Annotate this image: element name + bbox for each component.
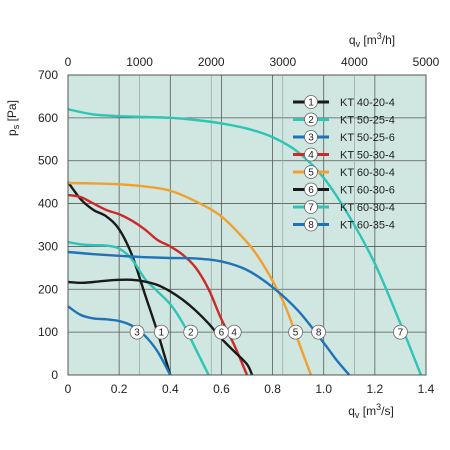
curve-series-3 — [67, 305, 172, 376]
legend-marker-1 — [304, 95, 318, 109]
top-axis-title: qv [m3/h] — [349, 31, 395, 49]
bottom-tick-label: 1.0 — [315, 382, 332, 396]
curve-marker-label: 4 — [231, 328, 237, 339]
curve-marker-label: 6 — [219, 328, 225, 339]
top-tick-label: 5000 — [413, 55, 440, 69]
legend-marker-label: 3 — [308, 133, 314, 144]
curve-marker-2 — [183, 324, 199, 340]
top-tick-label: 2000 — [198, 55, 225, 69]
legend-entry-6: KT 60-30-6 — [340, 185, 395, 197]
curve-marker-6 — [214, 324, 229, 340]
legend-marker-2 — [304, 112, 318, 127]
left-tick-label: 100 — [38, 325, 58, 339]
curve-series-6 — [67, 278, 254, 376]
bottom-tick-label: 0.8 — [264, 382, 281, 396]
curve-marker-label: 7 — [398, 328, 404, 339]
left-axis-title: ps [Pa] — [5, 100, 21, 136]
curves — [67, 108, 423, 376]
legend-marker-label: 5 — [308, 168, 314, 179]
legend-entry-5: KT 60-30-4 — [340, 167, 395, 179]
legend-marker-label: 7 — [308, 203, 314, 214]
curve-marker-7 — [393, 324, 408, 340]
curve-marker-label: 1 — [159, 328, 165, 339]
legend-marker-4 — [304, 147, 318, 162]
bottom-tick-label: 1.2 — [367, 382, 384, 396]
left-tick-label: 200 — [38, 282, 58, 296]
legend-marker-label: 8 — [308, 220, 314, 231]
tick-labels: 0 0.2 0.4 0.6 0.8 1.0 1.2 1.40 1000 2000 3000 4000 5… — [38, 55, 440, 396]
curve-marker-1 — [153, 324, 169, 340]
bottom-tick-label: 0.4 — [162, 382, 179, 396]
legend-entry-7: KT 60-30-4 — [340, 202, 395, 214]
curve-series-2 — [67, 240, 210, 376]
legend-marker-7 — [304, 200, 318, 214]
curve-marker-label: 2 — [188, 328, 194, 339]
curve-marker-8 — [311, 324, 327, 340]
plot-background — [68, 75, 426, 375]
left-tick-label: 700 — [38, 68, 58, 82]
legend-marker-label: 4 — [308, 150, 314, 161]
left-tick-label: 0 — [51, 368, 58, 382]
top-tick-label: 0 — [65, 55, 72, 69]
legend-entry-8: KT 60-35-4 — [340, 220, 395, 232]
curve-series-5 — [67, 181, 313, 376]
top-tick-label: 3000 — [269, 55, 296, 69]
plot-frame — [67, 74, 427, 376]
left-tick-label: 500 — [38, 154, 58, 168]
bottom-tick-label: 0.6 — [213, 382, 230, 396]
legend-marker-label: 6 — [308, 185, 314, 196]
left-tick-label: 600 — [38, 111, 58, 125]
left-tick-label: 300 — [38, 239, 58, 253]
curve-marker-5 — [288, 324, 303, 340]
legend-marker-6 — [304, 182, 318, 197]
curve-marker-3 — [129, 324, 145, 340]
left-tick-label: 400 — [38, 197, 58, 211]
bottom-tick-label: 1.4 — [418, 382, 435, 396]
bottom-tick-label: 0 — [65, 382, 72, 396]
legend-marker-8 — [304, 217, 318, 232]
legend-entry-4: KT 50-30-4 — [340, 150, 395, 162]
curve-series-4 — [67, 193, 249, 376]
curve-series-7 — [67, 108, 423, 376]
bottom-tick-label: 0.2 — [111, 382, 128, 396]
legend-entry-1: KT 40-20-4 — [340, 97, 395, 109]
curve-marker-label: 8 — [316, 328, 322, 339]
legend-marker-label: 2 — [308, 115, 314, 126]
curve-marker-label: 3 — [134, 328, 140, 339]
legend-entry-2: KT 50-25-4 — [340, 115, 395, 127]
legend-marker-5 — [304, 165, 318, 179]
top-tick-label: 4000 — [341, 55, 368, 69]
legend: 1 KT 40-20-4 2 KT 50-25-4 3 KT 50-25-6 4 KT 50-… — [293, 95, 395, 232]
bottom-axis-title: qv [m3/s] — [348, 402, 394, 420]
curve-series-8 — [67, 250, 351, 376]
curve-marker-label: 5 — [293, 328, 299, 339]
curve-series-1 — [67, 181, 172, 376]
curve-markers: 1 2 3 4 5 6 7 8 — [129, 324, 408, 340]
top-tick-label: 1000 — [126, 55, 153, 69]
legend-entry-3: KT 50-25-6 — [340, 132, 395, 144]
legend-marker-3 — [304, 130, 318, 144]
legend-marker-label: 1 — [308, 98, 314, 109]
